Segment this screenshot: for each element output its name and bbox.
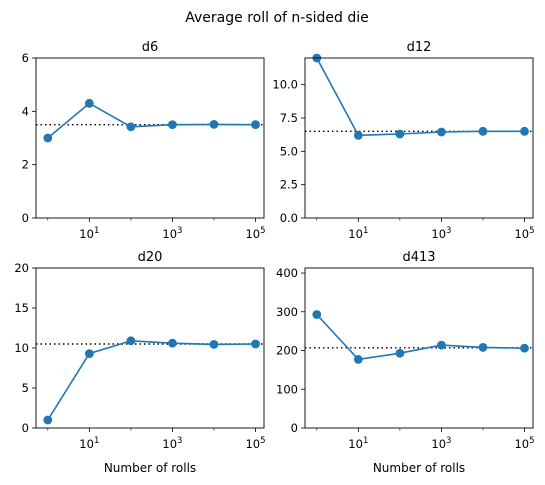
y-tick-label: 20 <box>14 261 29 275</box>
x-tick-label: 101 <box>79 226 99 241</box>
subplot-title: d12 <box>407 40 432 55</box>
axes-frame <box>35 267 265 429</box>
data-point <box>478 343 488 352</box>
axes-frame <box>304 267 534 429</box>
data-point <box>353 130 363 140</box>
x-tick-label: 103 <box>431 436 451 451</box>
x-tick-label: 103 <box>162 226 182 241</box>
x-tick-label: 105 <box>245 226 265 241</box>
y-tick-label: 10 <box>14 341 29 355</box>
y-tick-label: 5 <box>22 381 29 395</box>
figure-suptitle: Average roll of n-sided die <box>185 10 368 26</box>
x-tick-label: 101 <box>79 436 99 451</box>
data-point <box>437 127 446 137</box>
subplot-d413: d413 0 100 200 300 400 101 103 105 Number of roll… <box>276 250 535 475</box>
data-point <box>395 348 405 358</box>
data-point <box>395 129 405 139</box>
y-tick-label: 200 <box>276 344 298 358</box>
y-tick-label: 15 <box>14 301 29 315</box>
data-point <box>251 120 260 130</box>
x-tick-label: 105 <box>514 436 534 451</box>
data-point <box>251 339 260 349</box>
y-tick-label: 10.0 <box>272 78 298 92</box>
subplot-title: d413 <box>402 250 435 265</box>
y-tick-label: 0 <box>291 421 298 435</box>
data-point <box>43 415 53 425</box>
y-tick-label: 400 <box>276 266 298 280</box>
series-line <box>47 102 256 139</box>
series-line <box>47 339 256 421</box>
y-tick-label: 2.5 <box>280 178 298 192</box>
series-line <box>316 57 525 137</box>
y-tick-label: 2 <box>22 158 29 172</box>
y-tick-label: 0 <box>22 421 29 435</box>
x-axis-label: Number of rolls <box>373 461 465 475</box>
subplot-d12: d12 0.0 2.5 5.0 7.5 10.0 101 103 105 <box>272 40 534 241</box>
y-tick-label: 7.5 <box>280 111 298 125</box>
data-point <box>84 98 94 108</box>
data-point <box>312 310 322 319</box>
x-tick-label: 101 <box>348 226 368 241</box>
y-tick-label: 0 <box>22 211 29 225</box>
subplot-d20: d20 0 5 10 15 20 101 103 105 Number of rolls <box>14 250 265 475</box>
data-point <box>84 349 94 358</box>
data-point <box>520 343 529 353</box>
data-point <box>478 126 488 136</box>
data-point <box>353 355 363 364</box>
x-tick-label: 103 <box>431 226 451 241</box>
subplot-title: d20 <box>138 250 163 265</box>
data-point <box>209 340 219 349</box>
data-point <box>126 336 136 346</box>
y-tick-label: 100 <box>276 382 298 396</box>
data-point <box>168 338 177 348</box>
data-point <box>126 122 136 132</box>
x-axis-label: Number of rolls <box>104 461 196 475</box>
x-tick-label: 105 <box>245 436 265 451</box>
y-tick-label: 6 <box>22 51 29 65</box>
data-point <box>520 126 529 136</box>
y-tick-label: 4 <box>22 104 29 118</box>
data-point <box>437 340 446 350</box>
data-point <box>209 120 219 129</box>
y-tick-label: 300 <box>276 305 298 319</box>
data-point <box>168 120 177 130</box>
x-tick-label: 101 <box>348 436 368 451</box>
x-tick-label: 105 <box>514 226 534 241</box>
data-point <box>43 133 53 143</box>
axes-frame <box>304 57 534 219</box>
y-tick-label: 0.0 <box>280 211 298 225</box>
subplot-d6: d6 0 2 4 6 101 103 105 <box>22 40 266 241</box>
subplot-title: d6 <box>142 40 159 55</box>
series-line <box>316 313 525 361</box>
axes-frame <box>35 57 265 219</box>
y-tick-label: 5.0 <box>280 144 298 158</box>
x-tick-label: 103 <box>162 436 182 451</box>
